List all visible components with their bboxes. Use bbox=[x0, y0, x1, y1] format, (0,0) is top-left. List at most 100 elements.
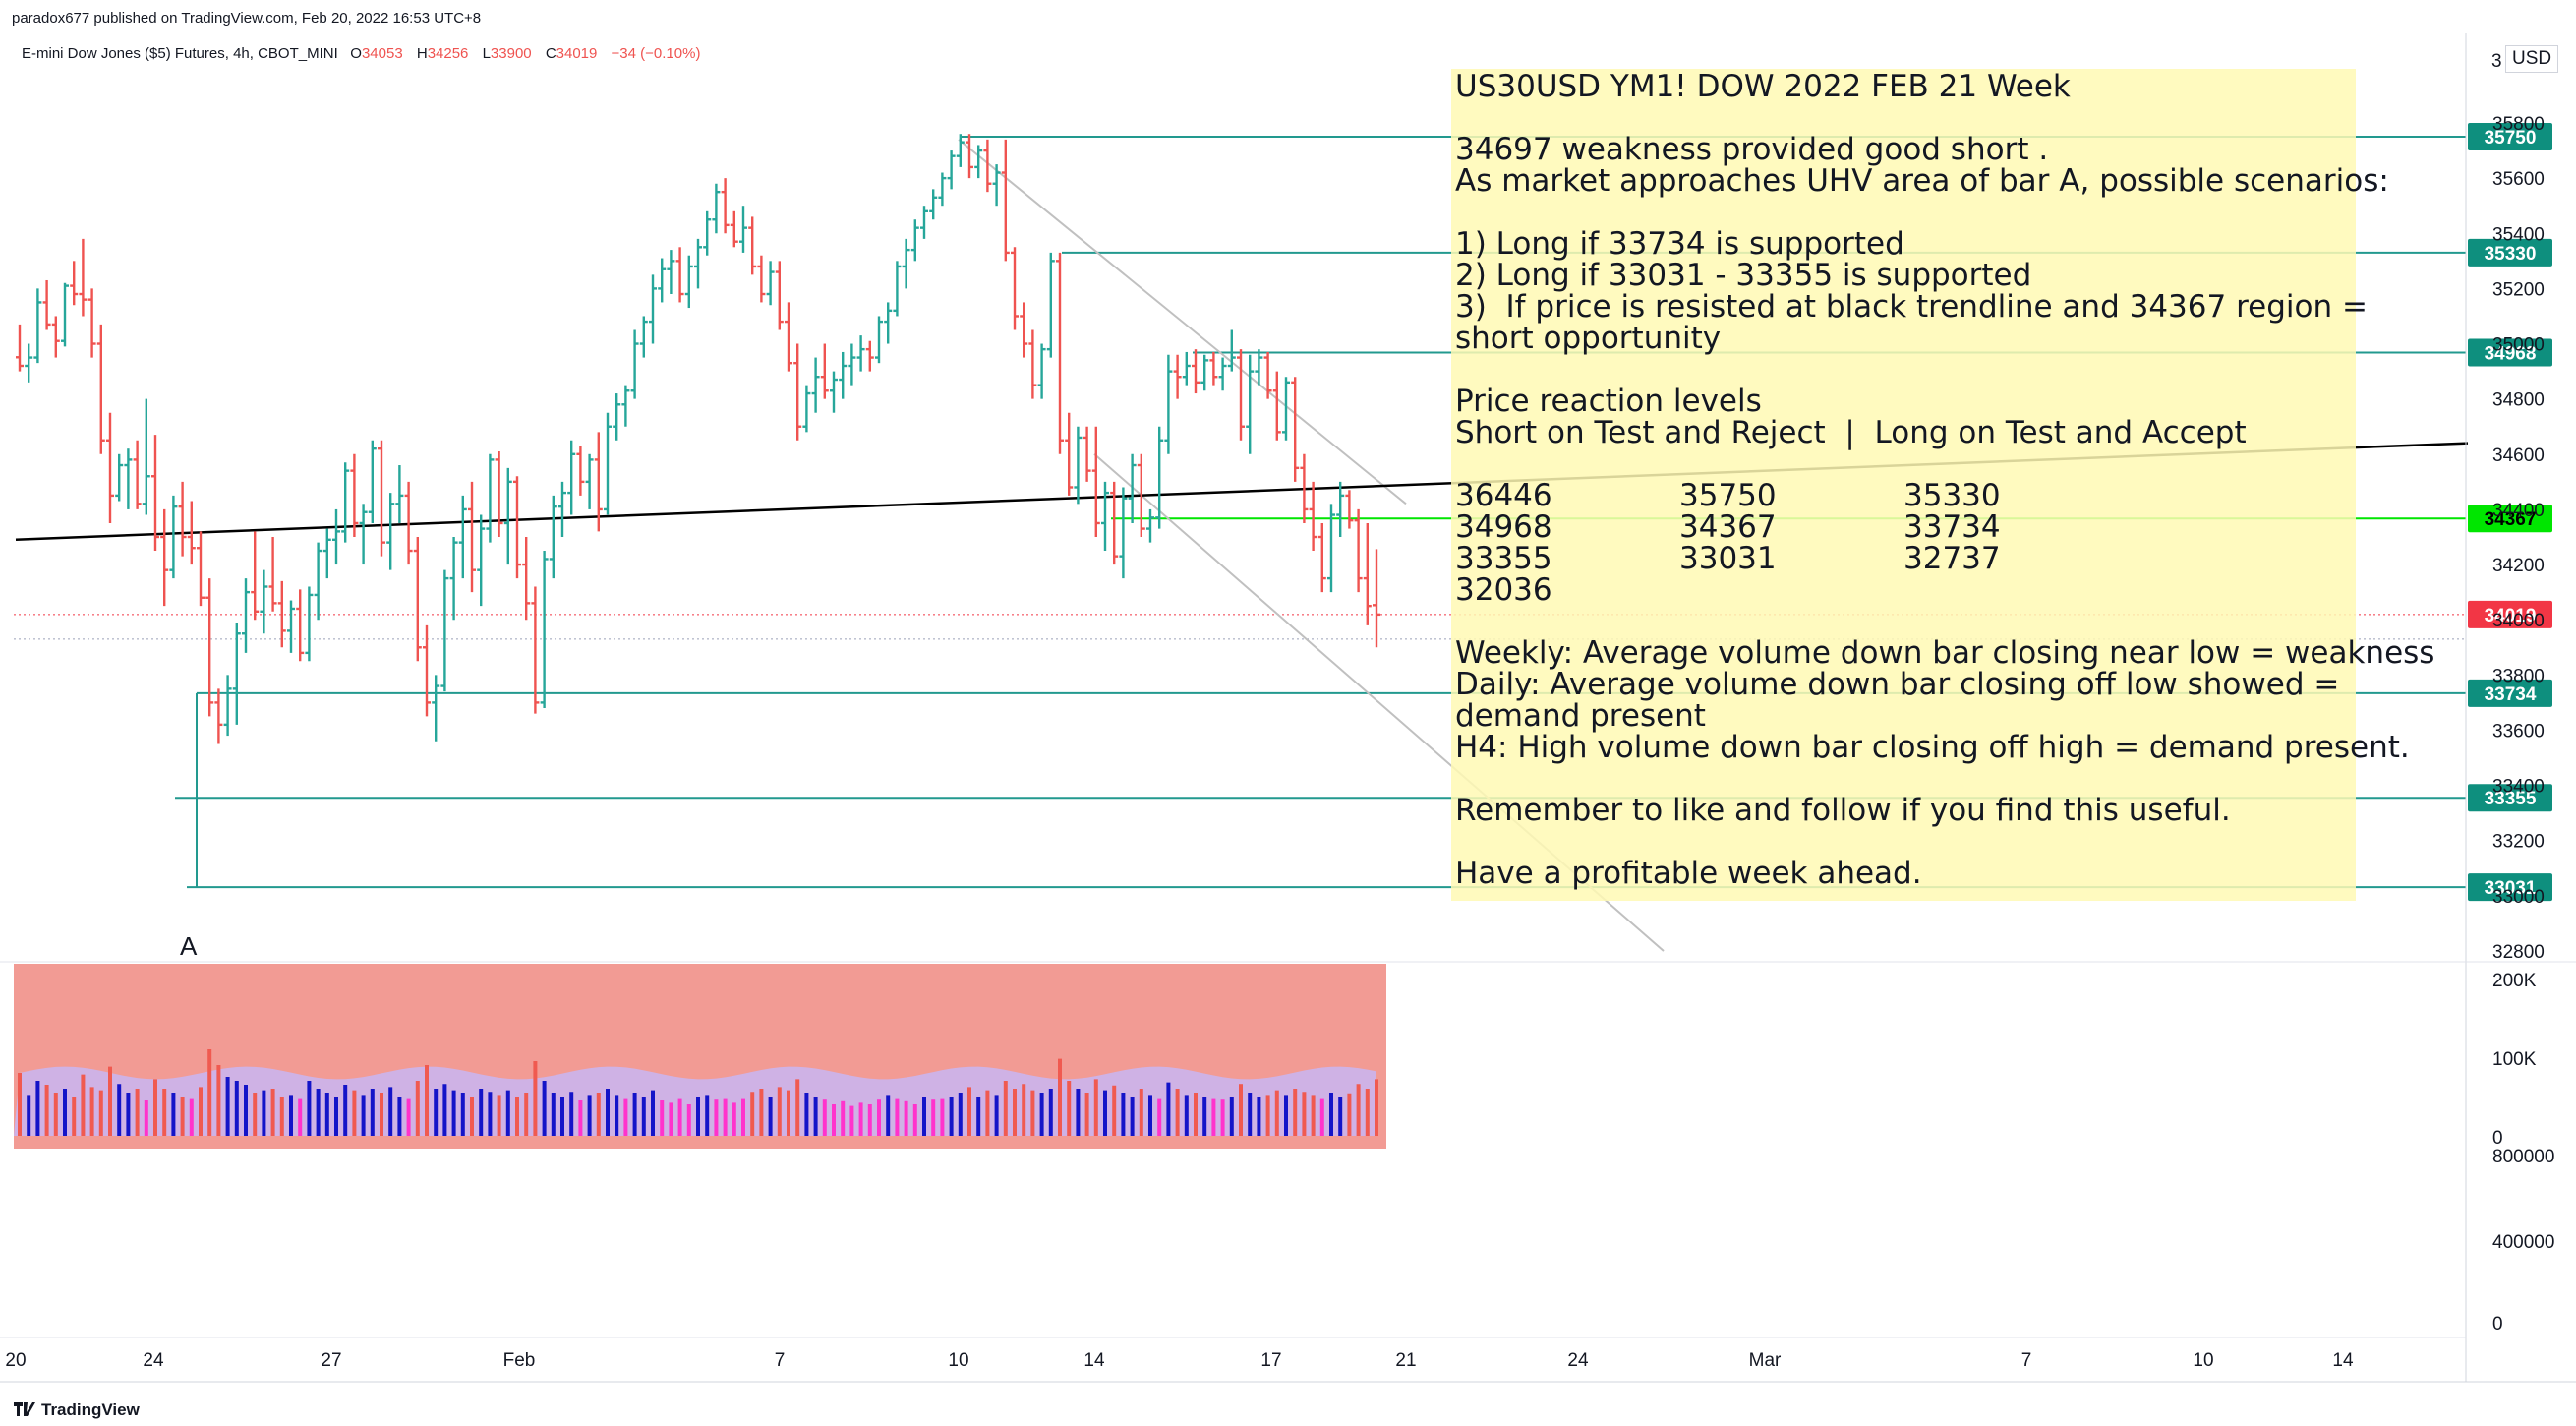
level-price-tag bbox=[2468, 873, 2552, 902]
ohlc-bar bbox=[115, 453, 124, 502]
ohlc-bar bbox=[322, 528, 331, 579]
ohlc-bar bbox=[1056, 252, 1064, 454]
level-price-tag bbox=[2468, 505, 2552, 533]
ohlc-bar bbox=[766, 261, 775, 306]
ohlc-bar bbox=[341, 462, 350, 543]
ohlc-bar bbox=[639, 316, 648, 358]
ohlc-bar bbox=[522, 537, 531, 621]
ohlc-bar bbox=[51, 316, 60, 358]
remember-note: Remember to like and follow if you find … bbox=[1455, 793, 2231, 828]
time-tick-label: 7 bbox=[775, 1350, 786, 1371]
price-tick-label: 33600 bbox=[2492, 721, 2545, 742]
ohlc-bar bbox=[1336, 481, 1345, 537]
ohlc-bar bbox=[378, 440, 385, 557]
level-value: 32737 bbox=[1903, 541, 2001, 576]
ohlc-bar bbox=[25, 343, 33, 383]
ohlc-bar bbox=[540, 551, 549, 709]
note-line: As market approaches UHV area of bar A, … bbox=[1455, 163, 2389, 199]
ohlc-bar bbox=[1119, 487, 1128, 579]
price-tick-label: 35800 bbox=[2492, 114, 2545, 135]
ohlc-bar bbox=[748, 216, 757, 275]
note-gap bbox=[1455, 197, 2352, 228]
note-gap bbox=[1455, 448, 2352, 480]
open-value: 34053 bbox=[361, 45, 403, 62]
ohlc-bar bbox=[1227, 329, 1236, 372]
ohlc-bar bbox=[151, 435, 159, 552]
ohlc-bar bbox=[232, 623, 241, 725]
level-value: 33355 bbox=[1455, 541, 1552, 576]
level-value: 35330 bbox=[1903, 478, 2001, 513]
ohlc-bar bbox=[16, 324, 24, 372]
ohlc-bar bbox=[124, 448, 133, 509]
ohlc-bar bbox=[1083, 426, 1091, 482]
ohlc-bar bbox=[1137, 453, 1145, 537]
currency-button[interactable]: USD bbox=[2505, 45, 2559, 73]
ohlc-bar bbox=[594, 432, 603, 532]
ohlc-bar bbox=[802, 385, 811, 433]
price-axis: 32800 33000 33200 33400 33600 33800 34000 34200… bbox=[0, 33, 2576, 1383]
level-price-tag bbox=[2468, 679, 2552, 707]
ohlc-bar bbox=[875, 316, 883, 364]
ohlc-bar bbox=[856, 335, 865, 372]
last-price-label: 34019 bbox=[2485, 606, 2537, 626]
price-tick-label: 33400 bbox=[2492, 777, 2545, 798]
ohlc-bar bbox=[503, 467, 512, 565]
ohlc-bar bbox=[1164, 354, 1173, 454]
ohlc-bar bbox=[178, 481, 187, 557]
bar-a-annotation: A bbox=[180, 931, 198, 961]
analysis-note[interactable]: US30USD YM1! DOW 2022 FEB 21 Week 34697 … bbox=[1451, 69, 2435, 901]
ohlc-bar bbox=[296, 589, 305, 662]
ohlc-bar bbox=[1309, 481, 1317, 552]
level-price-label: 35330 bbox=[2485, 244, 2537, 265]
ohlc-bar bbox=[1291, 377, 1300, 482]
ohlc-bar bbox=[1255, 349, 1263, 386]
ohlc-bar bbox=[305, 586, 314, 662]
level-price-label: 35750 bbox=[2485, 128, 2537, 149]
note-gap bbox=[1455, 763, 2352, 795]
level-price-label: 34968 bbox=[2485, 344, 2537, 365]
ohlc-bar bbox=[558, 481, 566, 537]
ohlc-bar bbox=[1209, 351, 1218, 386]
note-gap bbox=[1455, 102, 2352, 134]
ohlc-bar bbox=[513, 476, 521, 579]
ohlc-bar bbox=[1037, 343, 1046, 399]
tradingview-logo[interactable]: TradingView bbox=[14, 1400, 140, 1420]
ohlc-bar bbox=[1110, 481, 1119, 565]
price-tick-label: 34800 bbox=[2492, 390, 2545, 411]
level-price-tag bbox=[2468, 784, 2552, 812]
channel-upper-line bbox=[958, 139, 1407, 505]
ohlc-bar bbox=[169, 495, 178, 579]
ohlc-bar bbox=[61, 282, 69, 347]
ohlc-bar bbox=[223, 675, 232, 737]
ohlc-bar bbox=[1020, 302, 1028, 358]
note-gap bbox=[1455, 606, 2352, 637]
level-price-label: 33355 bbox=[2485, 789, 2537, 809]
scenario-2: 2) Long if 33031 - 33355 is supported bbox=[1455, 258, 2032, 293]
ohlc-bar bbox=[712, 183, 721, 234]
ohlc-bar bbox=[350, 453, 359, 537]
ohlc-bar bbox=[197, 531, 205, 607]
ohlc-bar bbox=[938, 172, 947, 207]
ohlc-bar bbox=[1101, 481, 1109, 552]
ohlc-bar bbox=[793, 343, 802, 441]
scenario-1: 1) Long if 33734 is supported bbox=[1455, 226, 1904, 262]
ohlc-bar bbox=[458, 495, 467, 579]
ohlc-bar bbox=[549, 495, 557, 579]
ohlc-bar bbox=[604, 412, 612, 515]
level-value bbox=[1903, 574, 2128, 606]
high-label: H bbox=[416, 45, 428, 62]
price-tick-label: 33000 bbox=[2492, 887, 2545, 908]
ohlc-bar bbox=[440, 569, 449, 692]
ohlc-bar bbox=[992, 164, 1001, 207]
weekly-note: Weekly: Average volume down bar closing … bbox=[1455, 635, 2435, 671]
last-price-tag bbox=[2468, 600, 2552, 628]
ohlc-bar bbox=[413, 537, 422, 662]
ohlc-bar bbox=[830, 371, 838, 413]
symbol-legend[interactable]: E-mini Dow Jones ($5) Futures, 4h, CBOT_… bbox=[22, 45, 710, 62]
time-tick-label: 7 bbox=[2021, 1350, 2032, 1371]
ohlc-bar bbox=[730, 210, 738, 248]
volume-tick-label-lower: 800000 bbox=[2492, 1147, 2554, 1167]
ohlc-bar bbox=[1272, 371, 1281, 441]
